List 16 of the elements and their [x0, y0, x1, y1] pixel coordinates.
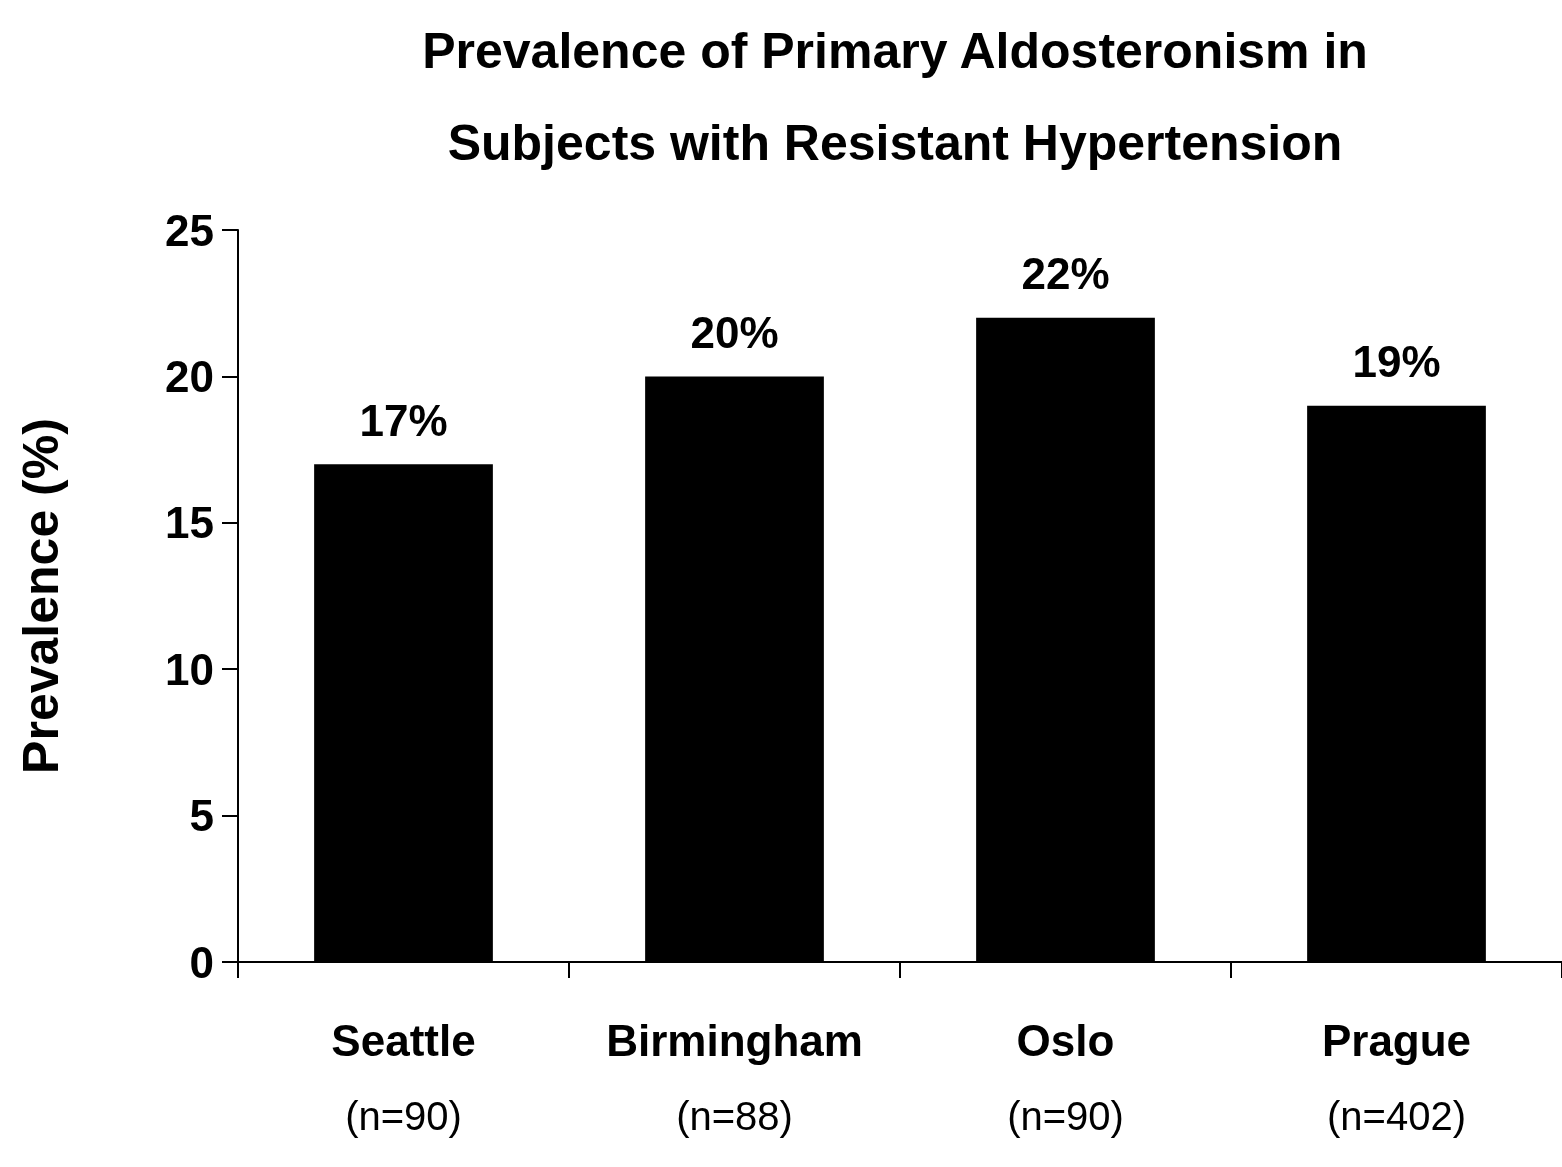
x-tick-label: Birmingham (n=88): [606, 1015, 863, 1138]
x-tick-label: Oslo (n=90): [1007, 1015, 1124, 1138]
y-axis-title: Prevalence (%): [13, 418, 69, 774]
data-label: 19%: [1352, 337, 1441, 387]
data-label: 17%: [359, 395, 448, 445]
data-label: 20%: [690, 307, 779, 357]
y-tick-label: 5: [189, 791, 214, 841]
y-tick-label: 20: [165, 351, 214, 401]
y-tick-label: 10: [165, 644, 214, 694]
chart-title: Prevalence of Primary Aldosteronism in Subjects with Resistant Hypertension: [422, 23, 1368, 171]
y-tick-label: 0: [189, 937, 214, 987]
x-tick-label: Seattle (n=90): [331, 1015, 476, 1138]
y-tick-label: 15: [165, 498, 214, 548]
y-tick-label: 25: [165, 205, 214, 255]
x-tick-label: Prague (n=402): [1321, 1015, 1472, 1138]
data-label: 22%: [1021, 249, 1110, 299]
